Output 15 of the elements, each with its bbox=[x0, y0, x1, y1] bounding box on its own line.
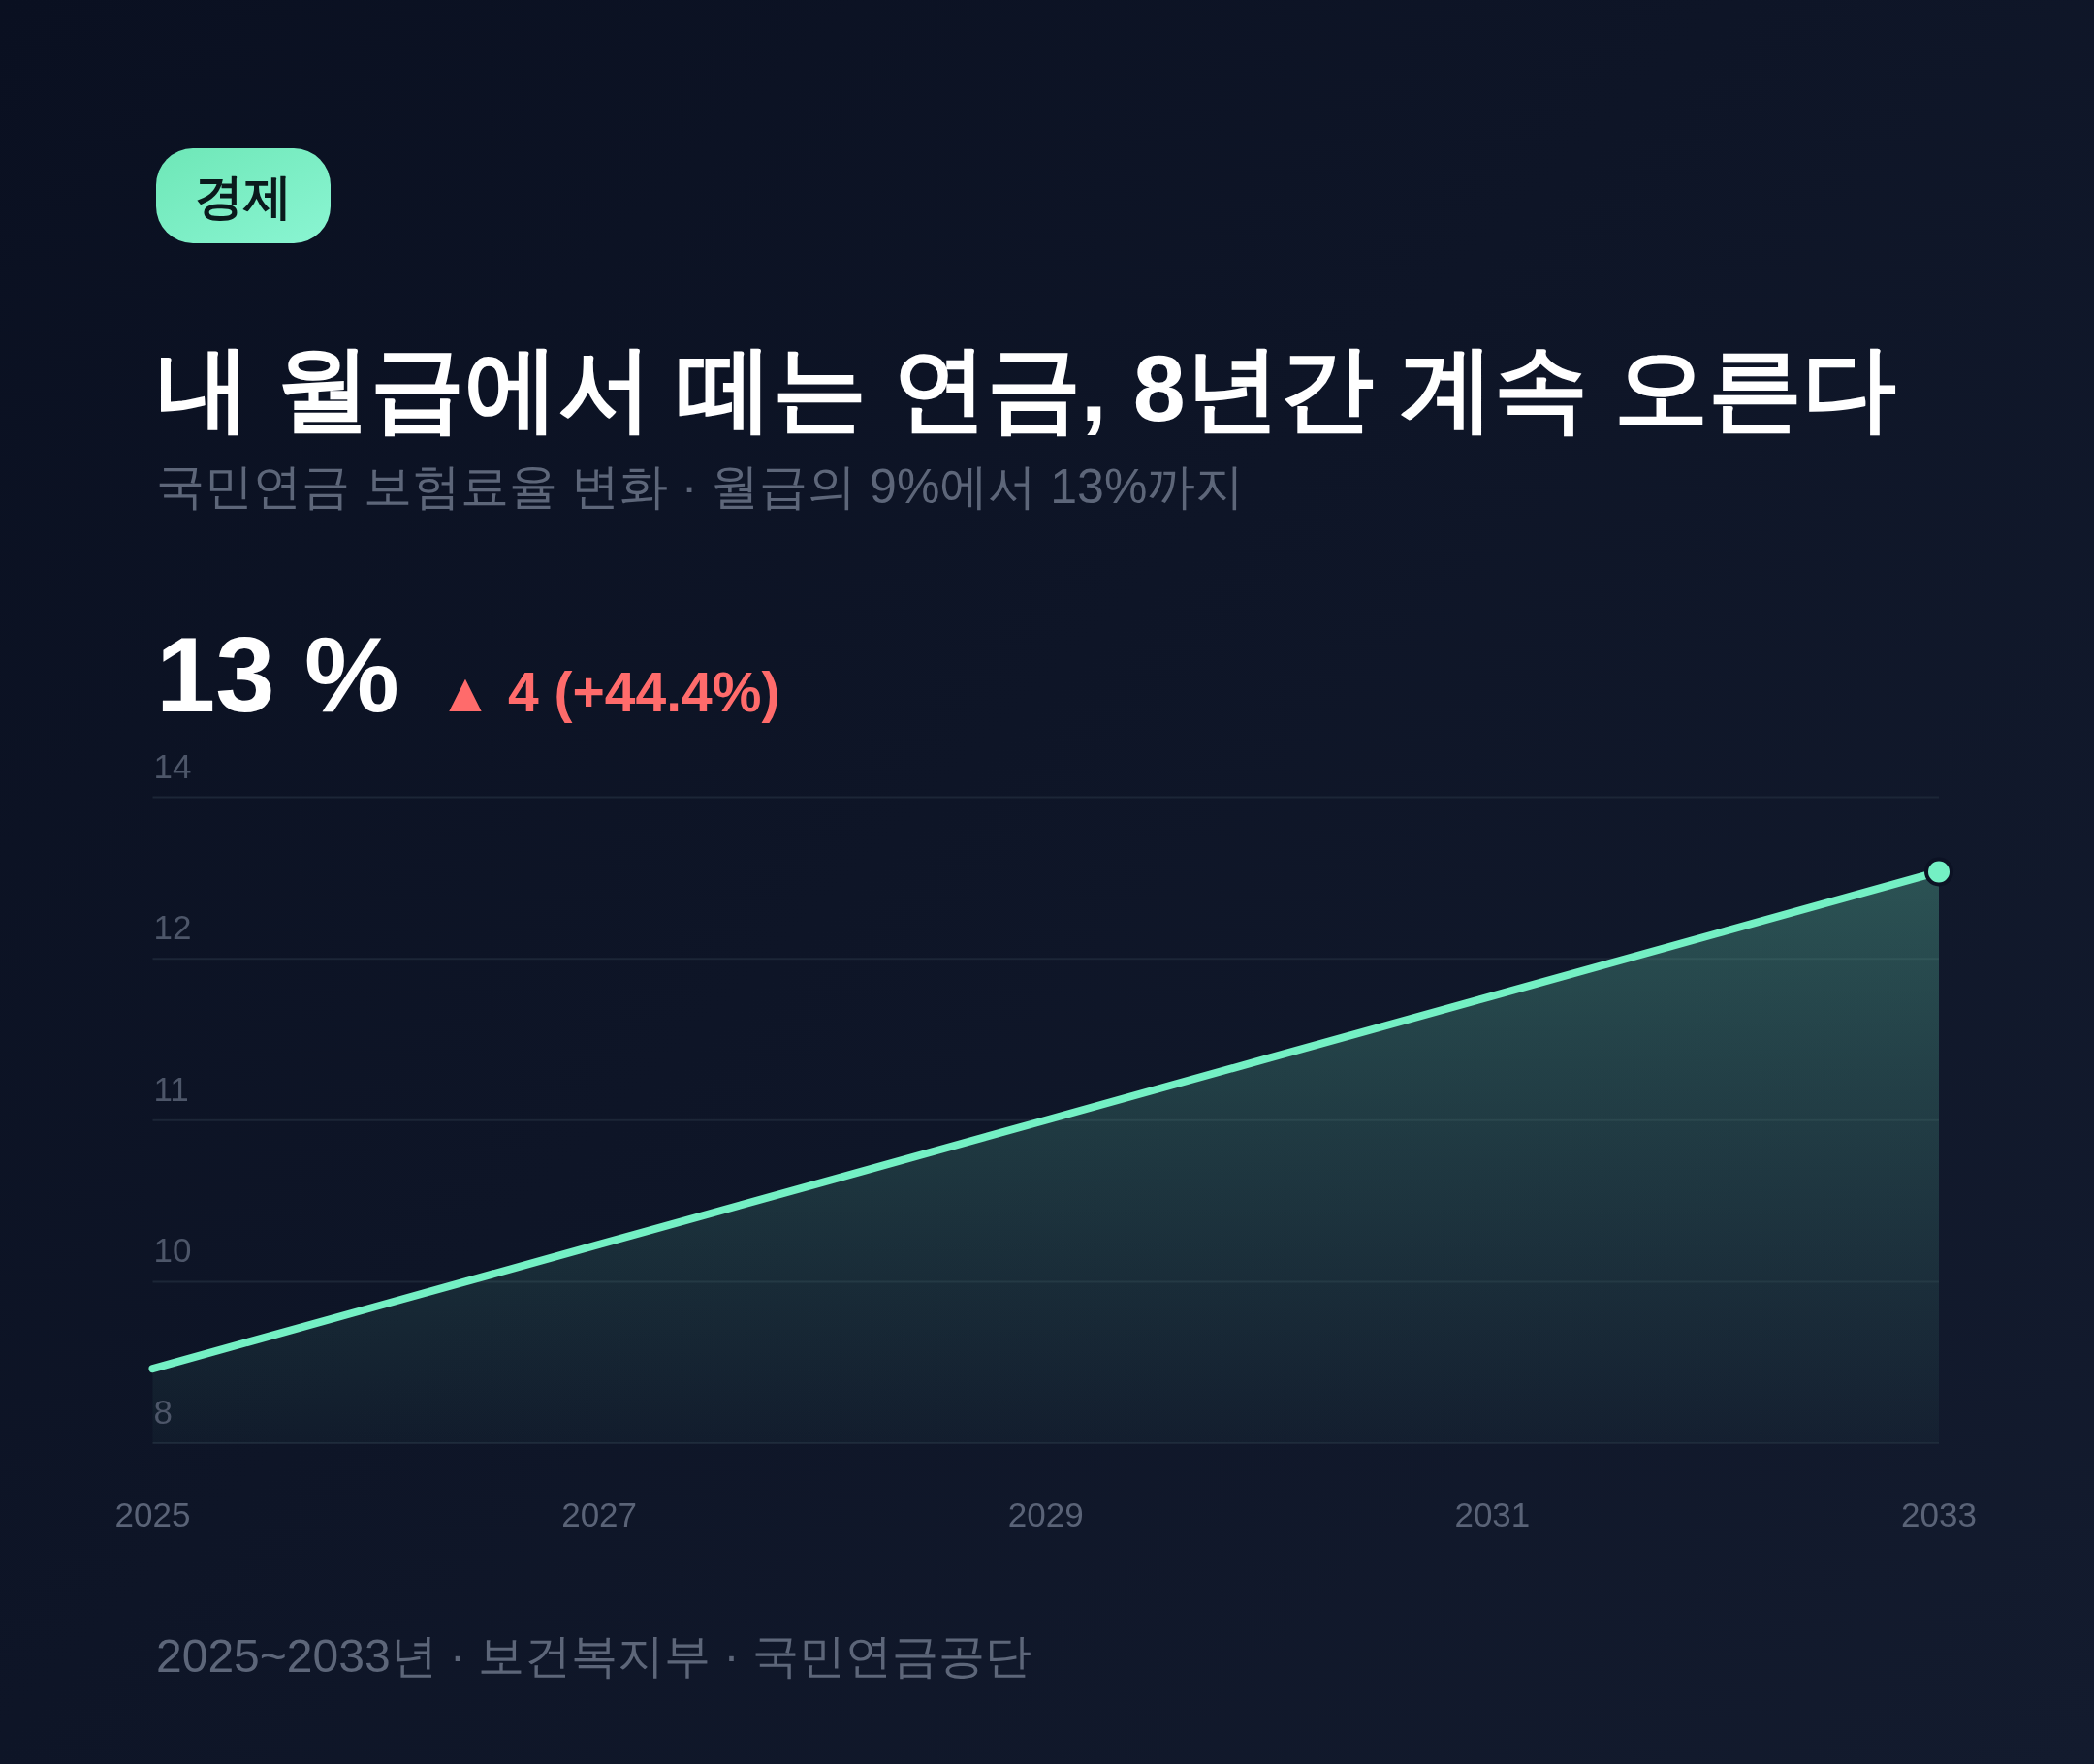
y-tick-label: 12 bbox=[153, 908, 192, 947]
y-tick-label: 14 bbox=[153, 746, 192, 785]
annotation: 13 % bbox=[156, 614, 399, 734]
x-tick-label: 2029 bbox=[1007, 1496, 1084, 1533]
y-tick-label: 8 bbox=[153, 1393, 173, 1431]
y-tick-label: 10 bbox=[153, 1231, 192, 1270]
title: 내 월급에서 떼는 연금, 8년간 계속 오른다 bbox=[156, 335, 1896, 441]
annotation: 2025~2033년 · 보건복지부 · 국민연금공단 bbox=[156, 1630, 1031, 1682]
y-tick-label: 11 bbox=[153, 1069, 189, 1108]
x-tick-label: 2025 bbox=[114, 1496, 191, 1533]
x-tick-label: 2027 bbox=[561, 1496, 638, 1533]
subtitle: 국민연금 보험료율 변화 · 월급의 9%에서 13%까지 bbox=[156, 459, 1245, 514]
x-tick-label: 2033 bbox=[1901, 1496, 1977, 1533]
annotation: ▲ 4 (+44.4%) bbox=[437, 661, 780, 723]
x-tick-label: 2031 bbox=[1454, 1496, 1531, 1533]
